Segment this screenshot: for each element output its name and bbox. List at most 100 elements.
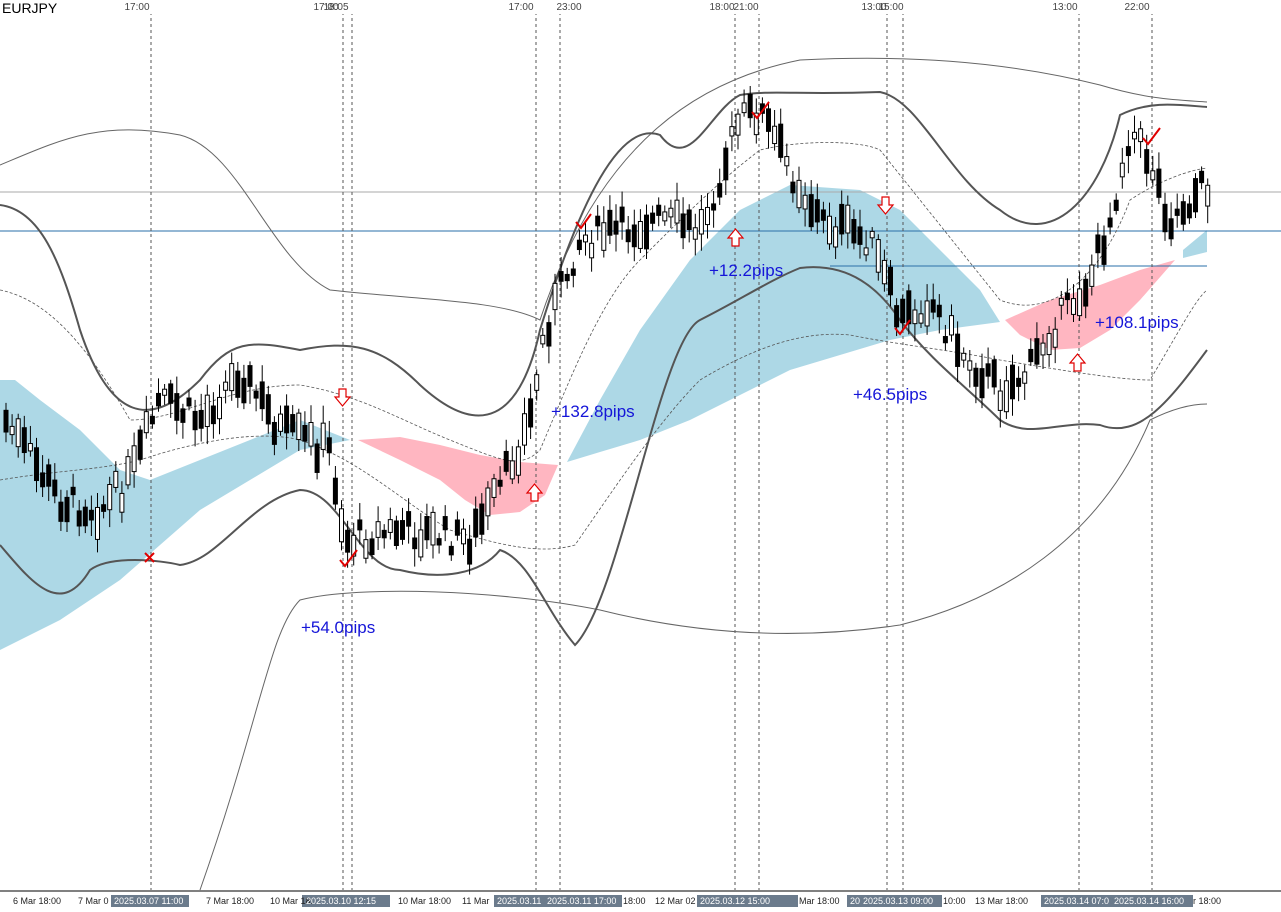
candle-body [1077,288,1083,317]
candle-body [174,393,180,421]
time-label: 2025.03.11 [497,896,541,906]
outer-band [199,403,1208,891]
candle-body [698,209,704,235]
candle-body [351,534,357,557]
candle-body [1119,162,1125,178]
time-label: 10 Mar 18:00 [398,896,451,906]
candle-body [229,363,235,392]
candle-body [1046,333,1052,356]
signals [144,101,1161,568]
profit-label: +132.8pips [551,402,635,421]
candle-body [125,456,131,486]
down-arrow [333,388,352,407]
candle-body [82,506,88,527]
candle-body [210,405,216,425]
candle-body [424,516,430,541]
candle-body [400,520,405,540]
candle-body [34,447,39,482]
candle-body [717,183,723,198]
candle-body [906,290,912,325]
time-label: 18:00 [623,896,646,906]
candle-body [162,388,168,396]
candle-body [522,413,527,446]
pink-cloud [1005,260,1175,350]
candle-body [70,486,76,496]
time-label: 12 Mar 02 [655,896,696,906]
candle-body [540,334,546,345]
top-time: 13:00 [861,2,886,13]
candle-body [430,511,436,546]
hl-box [847,895,942,907]
candle-body [406,511,412,527]
candles [3,85,1211,575]
up-arrow [525,483,544,502]
candle-body [912,309,918,325]
candle-body [625,229,631,243]
candle-body [814,199,820,223]
candle-body [143,411,149,434]
candle-body [650,212,656,224]
top-time: 23:00 [556,2,581,13]
candle-body [515,446,521,476]
candle-body [1058,297,1064,306]
candle-body [796,179,802,209]
profit-label: +12.2pips [709,261,783,280]
candle-body [705,206,710,226]
blue-cloud [567,185,1000,462]
candle-body [247,365,253,387]
time-label: 2025.03.11 17:00 [547,896,616,906]
check [894,319,911,336]
candle-body [271,421,277,445]
candle-body [345,529,351,553]
candle-body [21,427,27,454]
candle-body [217,396,222,420]
candle-body [900,298,906,324]
candle-body [1052,328,1058,348]
candle-body [930,299,936,313]
candle-body [1132,131,1137,140]
candle-body [156,392,161,407]
candle-body [381,529,387,539]
candle-body [1138,128,1144,143]
candle-body [552,282,558,311]
candle-body [241,377,247,404]
candle-body [881,259,887,285]
candle-body [979,368,985,399]
candle-body [296,412,302,441]
candle-body [1168,218,1174,240]
up-arrow [726,228,745,247]
candle-body [802,194,808,210]
up-arrow [1068,353,1087,372]
time-label: 20 [850,896,860,906]
candle-body [497,479,503,487]
hl-box [1041,895,1193,907]
time-label: r 18:00 [1193,896,1221,906]
candle-body [711,203,717,211]
candle-body [1107,217,1113,228]
candle-body [558,271,564,282]
time-label: 13 Mar 18:00 [975,896,1028,906]
time-label: 7 Mar 0 [78,896,109,906]
candle-body [473,508,479,538]
time-label: 2025.03.10 12:15 [306,896,376,906]
check [339,549,358,568]
candle-body [375,521,381,538]
candle-body [961,352,967,361]
candle-body [564,273,570,282]
candle-body [454,519,460,536]
candle-body [107,484,113,511]
candle-body [808,194,814,228]
candle-body [1113,199,1119,211]
candle-body [149,415,155,425]
candle-body [52,479,58,497]
candle-body [137,429,143,460]
candle-body [631,224,637,248]
candle-body [192,410,198,431]
candle-body [949,315,954,336]
candle-body [924,300,930,327]
candle-body [314,443,320,473]
candle-body [448,545,454,556]
candle-body [168,383,174,404]
candle-body [784,156,790,167]
